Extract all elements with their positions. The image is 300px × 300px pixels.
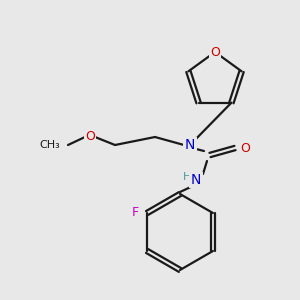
Text: O: O xyxy=(240,142,250,154)
Text: CH₃: CH₃ xyxy=(39,140,60,150)
Text: F: F xyxy=(132,206,139,220)
Text: H: H xyxy=(183,172,191,182)
Text: O: O xyxy=(85,130,95,143)
Text: O: O xyxy=(210,46,220,59)
Text: N: N xyxy=(185,138,195,152)
Text: N: N xyxy=(191,173,201,187)
